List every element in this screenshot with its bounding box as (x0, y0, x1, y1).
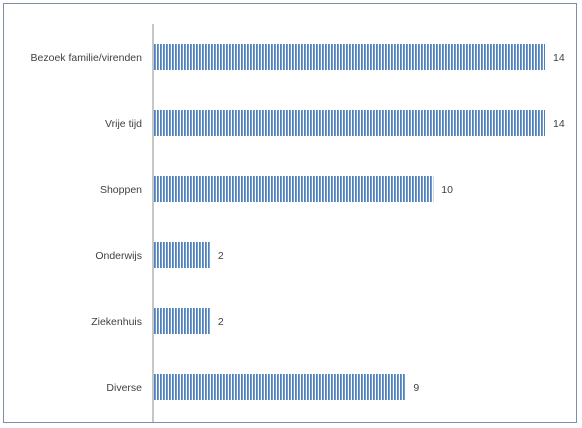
category-label: Vrije tijd (105, 118, 142, 130)
bar-3 (154, 242, 210, 268)
bar-2 (154, 176, 434, 202)
bar-5 (154, 374, 406, 400)
category-label: Shoppen (100, 184, 142, 196)
category-label: Onderwijs (95, 250, 142, 262)
data-label: 14 (553, 52, 565, 64)
bar-chart: Bezoek familie/virenden 14 Vrije tijd 14 Sho… (31, 24, 565, 422)
data-label: 9 (413, 382, 419, 394)
data-label: 14 (553, 118, 565, 130)
data-label: 2 (218, 250, 224, 262)
data-label: 2 (218, 316, 224, 328)
category-label: Bezoek familie/virenden (31, 52, 143, 64)
bars-layer: Bezoek familie/virenden 14 Vrije tijd 14 Sho… (31, 44, 565, 400)
data-label: 10 (441, 184, 453, 196)
bar-1 (154, 110, 545, 136)
category-label: Diverse (106, 382, 142, 394)
bar-4 (154, 308, 210, 334)
category-label: Ziekenhuis (91, 316, 142, 328)
bar-0 (154, 44, 545, 70)
chart-frame: Bezoek familie/virenden 14 Vrije tijd 14 Sho… (3, 3, 577, 423)
